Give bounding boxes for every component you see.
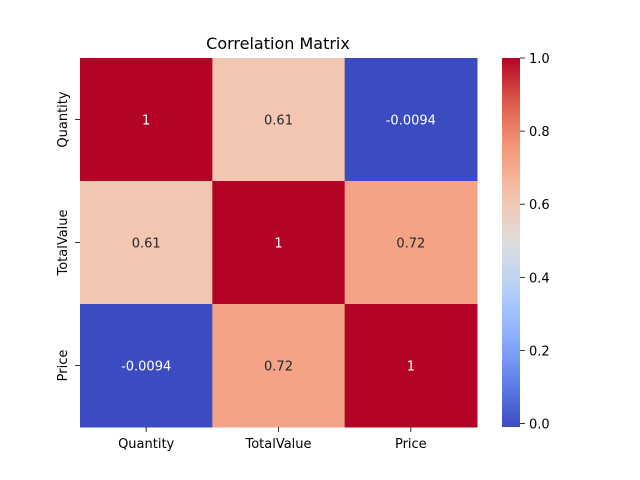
colorbar-tick-label: 0.6 [529,198,550,213]
cell-label-1-1: 1 [274,237,282,252]
heatmap-cell-0-2 [344,58,478,182]
heatmap-cell-1-1 [212,181,346,305]
y-tick-label: Price [56,350,71,382]
colorbar-tick-label: 0.8 [529,125,550,140]
colorbar-tick-label: 0.4 [529,271,550,286]
cell-label-2-1: 0.72 [264,360,293,375]
heatmap-cell-2-0 [80,304,213,428]
y-axis: Quantity TotalValue Price [56,91,80,381]
cell-label-0-0: 1 [142,114,150,129]
heatmap-cells [80,58,478,428]
x-axis: Quantity TotalValue Price [118,427,427,452]
cell-label-0-2: -0.0094 [386,114,436,129]
heatmap-cell-0-0 [80,58,213,182]
heatmap-cell-2-1 [212,304,346,428]
x-tick-label: Quantity [118,437,174,452]
heatmap-cell-1-2 [344,181,478,305]
colorbar-gradient [502,58,520,427]
y-tick-label: TotalValue [56,209,71,276]
cell-label-1-2: 0.72 [396,237,425,252]
colorbar-tick-label: 0.0 [529,418,550,433]
cell-label-0-1: 0.61 [264,114,293,129]
y-tick-label: Quantity [56,91,71,147]
cell-label-2-0: -0.0094 [121,360,171,375]
colorbar-tick-label: 0.2 [529,344,550,359]
heatmap-cell-0-1 [212,58,346,182]
cell-label-2-2: 1 [407,360,415,375]
x-tick-label: Price [395,437,427,452]
colorbar-tick-label: 1.0 [529,52,550,67]
heatmap-cell-1-0 [80,181,213,305]
colorbar: 0.0 0.2 0.4 0.6 0.8 1.0 [502,52,550,433]
heatmap-cell-2-2 [344,304,478,428]
chart-title: Correlation Matrix [206,34,350,53]
cell-label-1-0: 0.61 [132,237,161,252]
x-tick-label: TotalValue [244,437,311,452]
cell-annotations: 1 0.61 -0.0094 0.61 1 0.72 -0.0094 0.72 1 [121,114,436,375]
